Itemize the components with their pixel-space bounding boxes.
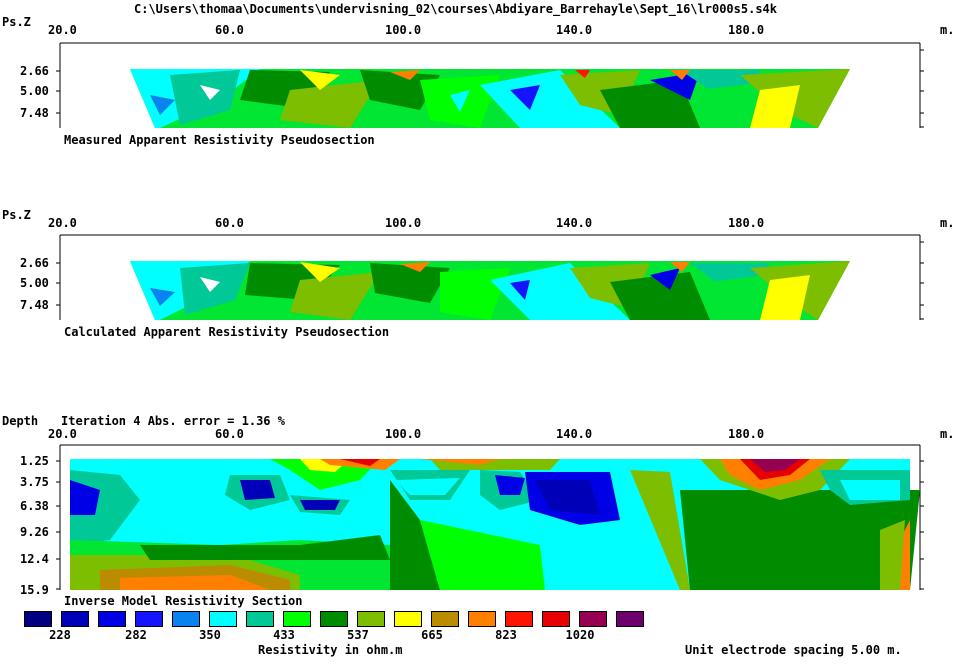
legend-swatch-8	[283, 611, 311, 627]
legend-value-label: 228	[49, 628, 71, 642]
legend-value-label: 823	[495, 628, 517, 642]
measured-x-unit: m.	[940, 23, 955, 37]
legend-swatch-14	[505, 611, 533, 627]
measured-title: Measured Apparent Resistivity Pseudosect…	[64, 133, 375, 147]
calculated-x-tick-180: 180.0	[728, 216, 765, 230]
calculated-x-tick-140: 140.0	[556, 216, 593, 230]
legend-value-label: 665	[421, 628, 443, 642]
calculated-depth-tick-1: 2.66	[20, 256, 49, 270]
measured-x-tick-180: 180.0	[728, 23, 765, 37]
legend-swatch-3	[98, 611, 126, 627]
legend-swatch-15	[542, 611, 570, 627]
legend-swatch-13	[468, 611, 496, 627]
measured-x-tick-20: 20.0	[48, 23, 77, 37]
electrode-spacing-label: Unit electrode spacing 5.00 m.	[685, 643, 902, 657]
measured-depth-tick-3: 7.48	[20, 106, 49, 120]
inverse-x-unit: m.	[940, 427, 955, 441]
legend-swatch-7	[246, 611, 274, 627]
measured-axis-label: Ps.Z	[2, 15, 31, 29]
legend-value-label: 537	[347, 628, 369, 642]
calculated-title: Calculated Apparent Resistivity Pseudose…	[64, 325, 390, 339]
legend-swatch-11	[394, 611, 422, 627]
legend-units-label: Resistivity in ohm.m	[258, 643, 403, 657]
inverse-depth-tick-2: 3.75	[20, 475, 49, 489]
legend-value-label: 1020	[565, 628, 595, 642]
legend-swatch-5	[172, 611, 200, 627]
calculated-depth-tick-2: 5.00	[20, 276, 49, 290]
inverse-x-tick-180: 180.0	[728, 427, 765, 441]
calculated-x-tick-60: 60.0	[215, 216, 244, 230]
measured-x-tick-60: 60.0	[215, 23, 244, 37]
calculated-axis-label: Ps.Z	[2, 208, 31, 222]
inverse-x-tick-60: 60.0	[215, 427, 244, 441]
measured-x-tick-140: 140.0	[556, 23, 593, 37]
legend-swatch-4	[135, 611, 163, 627]
calculated-x-tick-100: 100.0	[385, 216, 422, 230]
inverse-x-tick-100: 100.0	[385, 427, 422, 441]
legend-swatch-16	[579, 611, 607, 627]
calculated-depth-tick-3: 7.48	[20, 298, 49, 312]
legend-swatch-2	[61, 611, 89, 627]
measured-depth-tick-2: 5.00	[20, 84, 49, 98]
legend-swatch-17	[616, 611, 644, 627]
inverse-depth-tick-6: 15.9	[20, 583, 49, 597]
legend-swatch-10	[357, 611, 385, 627]
legend-value-label: 282	[125, 628, 147, 642]
legend-swatch-1	[24, 611, 52, 627]
inverse-x-tick-20: 20.0	[48, 427, 77, 441]
inverse-depth-tick-4: 9.26	[20, 525, 49, 539]
window-title: C:\Users\thomaa\Documents\undervisning_0…	[134, 2, 777, 16]
measured-depth-tick-1: 2.66	[20, 64, 49, 78]
legend-swatch-6	[209, 611, 237, 627]
legend-value-label: 433	[273, 628, 295, 642]
inverse-x-tick-140: 140.0	[556, 427, 593, 441]
inverse-depth-tick-1: 1.25	[20, 454, 49, 468]
measured-x-tick-100: 100.0	[385, 23, 422, 37]
legend-value-label: 350	[199, 628, 221, 642]
inverse-depth-tick-5: 12.4	[20, 552, 49, 566]
calculated-x-tick-20: 20.0	[48, 216, 77, 230]
calculated-x-unit: m.	[940, 216, 955, 230]
legend-swatch-12	[431, 611, 459, 627]
inverse-title: Inverse Model Resistivity Section	[64, 594, 303, 608]
inverse-depth-tick-3: 6.38	[20, 499, 49, 513]
inverse-iteration-text: Iteration 4 Abs. error = 1.36 %	[61, 414, 285, 428]
inverse-axis-label: Depth	[2, 414, 39, 428]
legend-swatch-9	[320, 611, 348, 627]
